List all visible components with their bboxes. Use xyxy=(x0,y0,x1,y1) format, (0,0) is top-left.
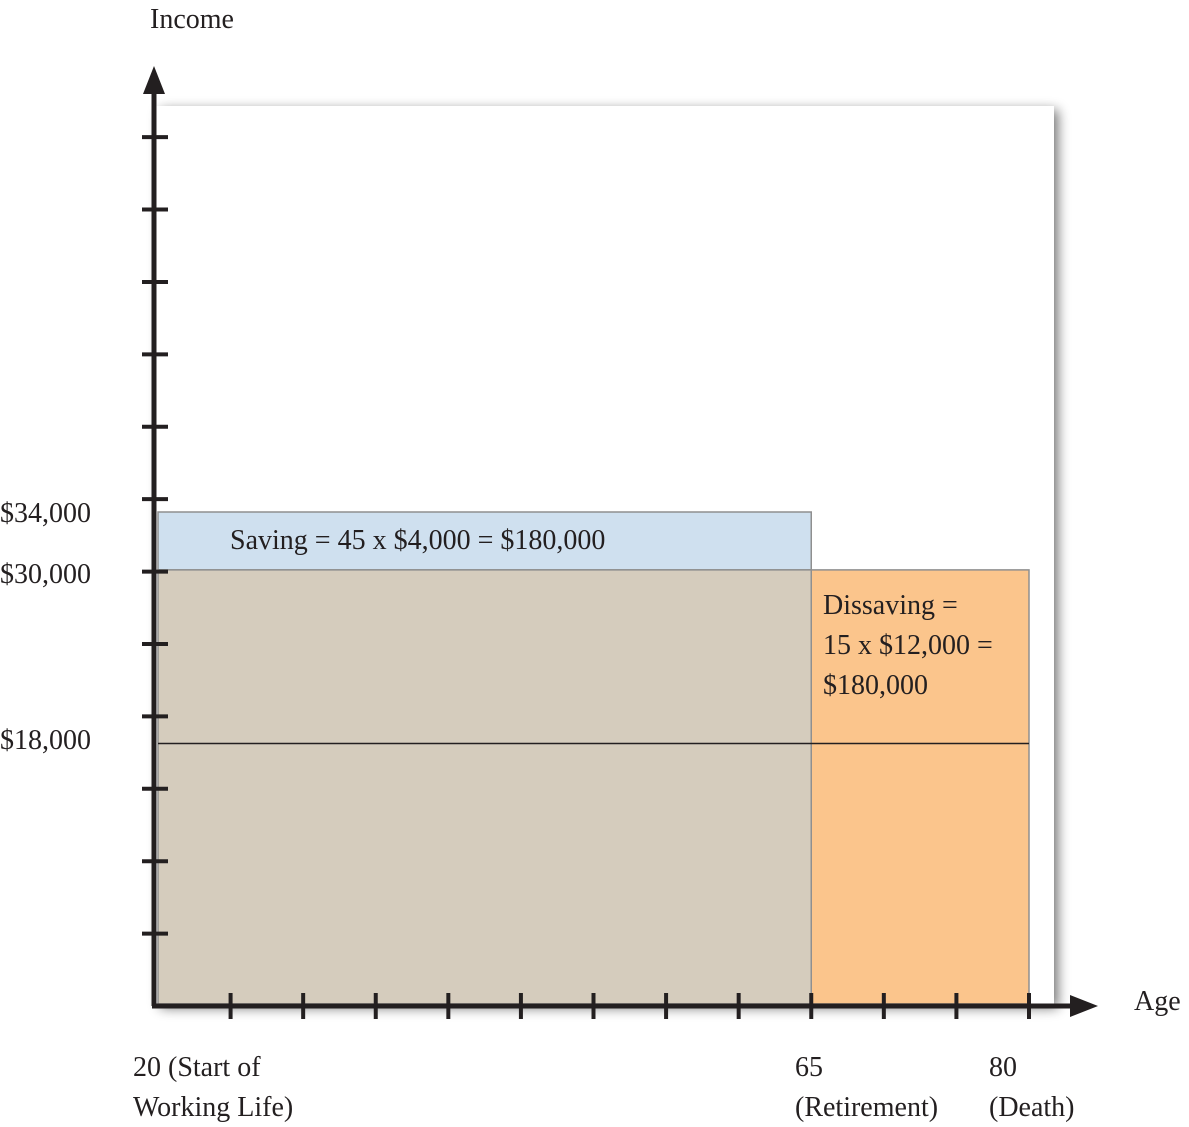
x-tick-label-20: 20 (Start of Working Life) xyxy=(133,1052,293,1123)
x-axis-title: Age xyxy=(1134,986,1181,1017)
y-axis-arrow xyxy=(143,66,165,94)
y-tick-label-18000: $18,000 xyxy=(0,725,91,756)
y-axis-title: Income xyxy=(150,4,234,35)
saving-annotation: Saving = 45 x $4,000 = $180,000 xyxy=(230,525,605,556)
dissaving-area xyxy=(810,569,1030,1005)
x-axis-arrow xyxy=(1070,995,1098,1017)
y-tick-label-34000: $34,000 xyxy=(0,498,91,529)
consumption-area xyxy=(157,569,812,1005)
x-tick-label-65: 65 (Retirement) xyxy=(795,1052,938,1123)
saving-area xyxy=(157,511,812,571)
x-tick-label-80: 80 (Death) xyxy=(989,1052,1075,1123)
dissaving-annotation: Dissaving = 15 x $12,000 = $180,000 xyxy=(823,590,1000,701)
y-tick-label-30000: $30,000 xyxy=(0,559,91,590)
